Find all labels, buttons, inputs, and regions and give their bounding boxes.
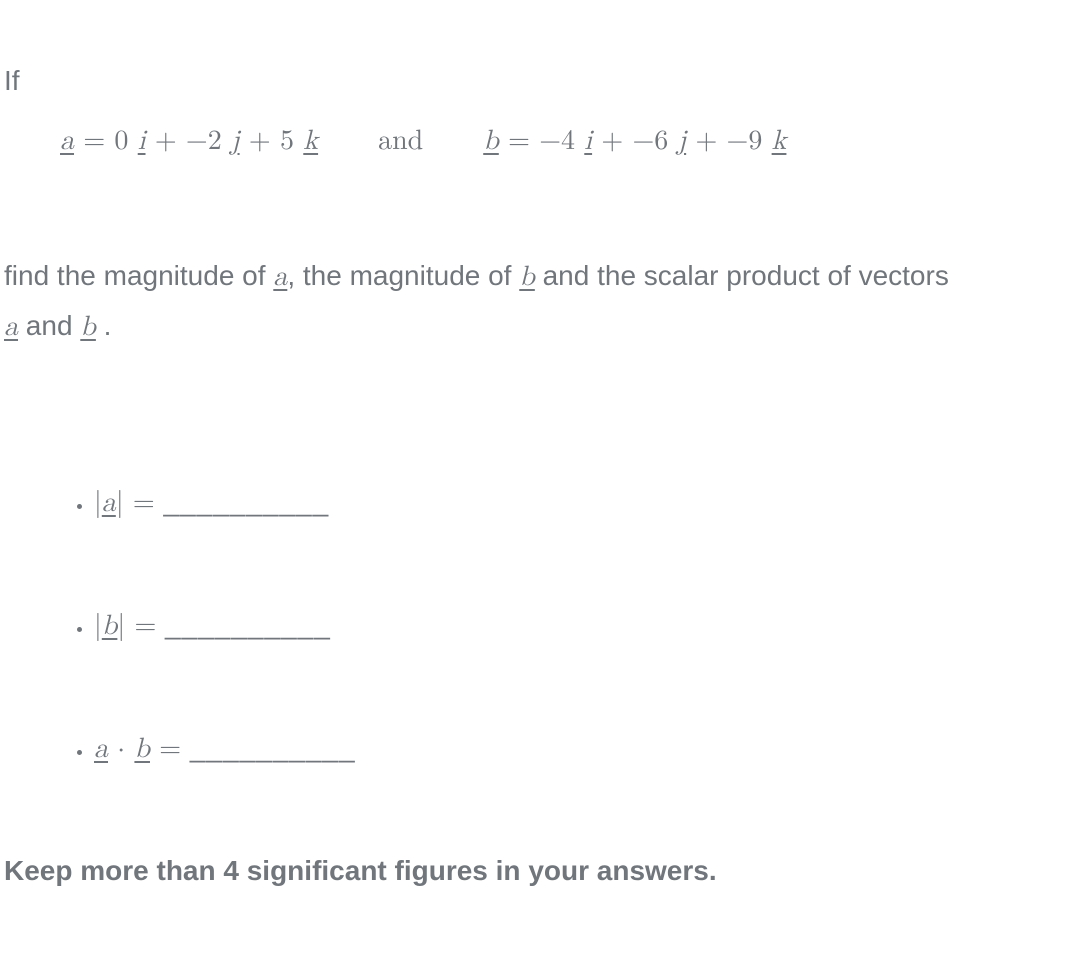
prompt-b: b xyxy=(519,263,535,291)
unit-k: k xyxy=(772,127,787,155)
abs-left: | xyxy=(94,489,102,517)
a-i-coef: 0 xyxy=(114,127,128,155)
dot-b: b xyxy=(134,735,150,763)
vector-a-definition: a = 0 i + −2 j + 5 k xyxy=(60,120,318,162)
prompt-mid1: , the magnitude of xyxy=(287,260,519,291)
dot-a: a xyxy=(94,735,108,763)
blank-dot[interactable]: __________ xyxy=(181,732,356,763)
prompt-and: and xyxy=(18,310,80,341)
unit-k: k xyxy=(303,127,318,155)
abs-right: | xyxy=(116,489,124,517)
b-k-coef: −9 xyxy=(727,127,763,155)
abs-right: | xyxy=(117,612,125,640)
prompt-text: find the magnitude of a, the magnitude o… xyxy=(4,252,1080,351)
equals-sign: = xyxy=(83,127,114,155)
equals: = xyxy=(124,489,155,517)
plus: + xyxy=(695,127,726,155)
unit-i: i xyxy=(584,127,592,155)
vector-a-symbol: a xyxy=(60,127,74,155)
prompt-mid2: and the scalar product of vectors xyxy=(535,260,949,291)
answer-mag-b: |b| = __________ xyxy=(94,604,1080,647)
answer-dot: a · b = __________ xyxy=(94,727,1080,770)
equals-sign: = xyxy=(508,127,539,155)
unit-j: j xyxy=(678,127,687,155)
answer-mag-a: |a| = __________ xyxy=(94,481,1080,524)
b-i-coef: −4 xyxy=(539,127,575,155)
b-j-coef: −6 xyxy=(632,127,668,155)
answer-list: |a| = __________ |b| = __________ a · b … xyxy=(54,481,1080,770)
equals: = xyxy=(150,735,181,763)
unit-i: i xyxy=(138,127,146,155)
dot-mid: · xyxy=(108,735,134,763)
equation-row: a = 0 i + −2 j + 5 k and b = −4 i + −6 xyxy=(60,120,1080,162)
sig-fig-note: Keep more than 4 significant figures in … xyxy=(4,850,1080,892)
blank-a[interactable]: __________ xyxy=(155,486,330,517)
plus: + xyxy=(155,127,186,155)
plus: + xyxy=(249,127,280,155)
equals: = xyxy=(125,612,156,640)
intro-text: If xyxy=(4,60,1080,102)
mag-b-var: b xyxy=(102,612,118,640)
a-k-coef: 5 xyxy=(280,127,294,155)
vector-b-symbol: b xyxy=(483,127,499,155)
problem-content: If a = 0 i + −2 j + 5 k and b = −4 i + xyxy=(0,0,1080,892)
blank-b[interactable]: __________ xyxy=(156,609,331,640)
prompt-a2: a xyxy=(4,313,18,341)
unit-j: j xyxy=(231,127,240,155)
prompt-pre: find the magnitude of xyxy=(4,260,273,291)
mag-a-var: a xyxy=(102,489,116,517)
prompt-a: a xyxy=(273,263,287,291)
abs-left: | xyxy=(94,612,102,640)
prompt-post: . xyxy=(96,310,112,341)
plus: + xyxy=(601,127,632,155)
connector-and: and xyxy=(378,120,423,162)
a-j-coef: −2 xyxy=(186,127,222,155)
vector-b-definition: b = −4 i + −6 j + −9 k xyxy=(483,120,786,162)
prompt-b2: b xyxy=(80,313,96,341)
